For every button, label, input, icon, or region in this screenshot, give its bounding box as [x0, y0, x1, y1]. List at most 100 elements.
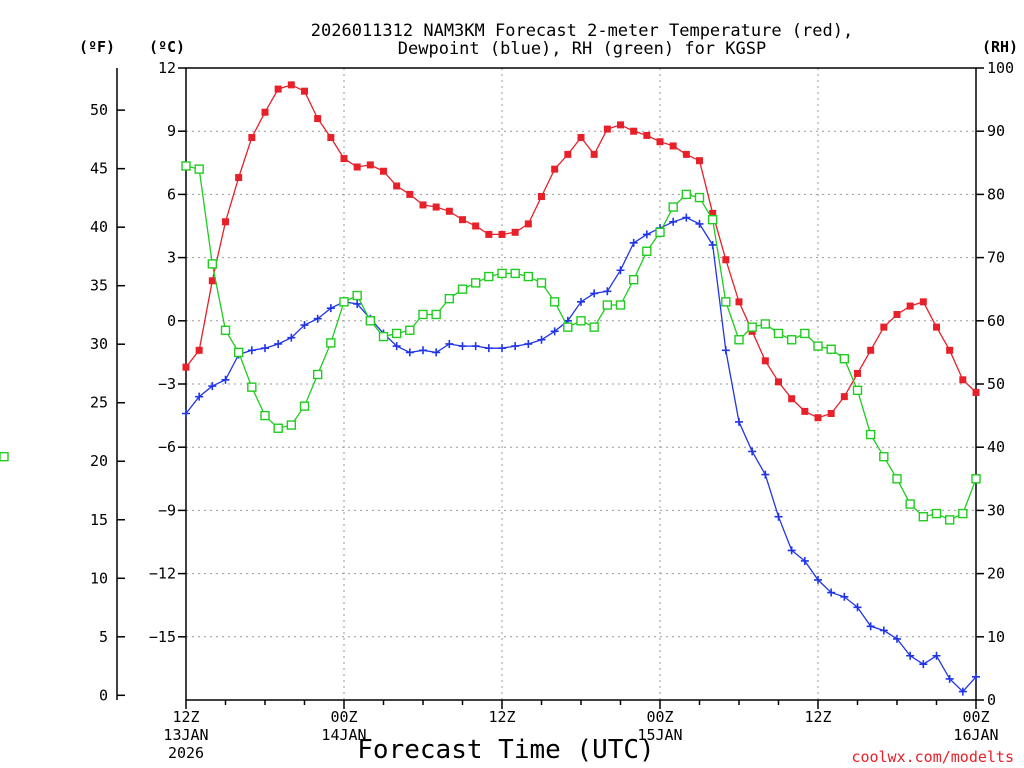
temperature-point: [867, 346, 875, 354]
rh-point: [233, 347, 244, 358]
temperature-point: [669, 142, 677, 150]
dewpoint-point: [748, 447, 757, 456]
rh-point: [523, 271, 534, 282]
rh-point: [852, 385, 863, 396]
temperature-point: [788, 395, 796, 403]
fahrenheit-tick-label: 10: [90, 569, 108, 587]
dewpoint-point: [945, 674, 954, 683]
celsius-tick-label: 6: [167, 185, 176, 203]
rh-tick-label: 80: [987, 185, 1005, 203]
rh-point: [405, 325, 415, 335]
x-axis-title: Forecast Time (UTC): [357, 735, 654, 765]
temperature-point: [538, 193, 545, 201]
temperature-point: [511, 228, 519, 236]
time-tick-label: 12Z: [488, 708, 515, 726]
dewpoint-point: [498, 344, 506, 353]
dewpoint-point: [247, 346, 256, 355]
temperature-point: [801, 407, 809, 415]
temperature-point: [551, 165, 559, 173]
rh-point: [576, 316, 586, 326]
rh-point: [773, 328, 784, 339]
temperature-point: [182, 363, 190, 371]
fahrenheit-tick-label: 5: [99, 628, 108, 646]
temperature-point: [432, 203, 440, 211]
fahrenheit-tick-label: 25: [90, 394, 108, 412]
temperature-point: [301, 87, 308, 95]
temperature-point: [946, 346, 954, 354]
rh-point: [352, 290, 362, 301]
dewpoint-point: [432, 348, 441, 357]
temperature-point: [577, 134, 585, 142]
dewpoint-point: [353, 299, 362, 308]
dewpoint-point: [774, 512, 783, 521]
rh-point: [707, 214, 718, 225]
rh-point: [470, 278, 481, 288]
rh-point: [536, 278, 547, 288]
dewpoint-point: [471, 342, 480, 351]
rh-point: [181, 161, 191, 171]
celsius-tick-label: −15: [149, 628, 176, 646]
time-tick-label: 12Z: [804, 708, 831, 726]
rh-point: [273, 423, 283, 433]
rh-point: [813, 341, 823, 351]
rh-tick-label: 30: [987, 501, 1005, 519]
rh-point: [286, 420, 297, 430]
rh-point: [668, 202, 678, 212]
dewpoint-point: [458, 342, 467, 351]
temperature-point: [485, 230, 493, 238]
dewpoint-point: [695, 219, 704, 228]
rh-point: [220, 325, 231, 335]
celsius-tick-label: 12: [158, 59, 176, 77]
temperature-point: [564, 150, 572, 158]
dewpoint-point: [906, 651, 915, 660]
time-tick-label: 13JAN: [163, 726, 208, 744]
rh-tick-label: 20: [987, 565, 1005, 583]
time-tick-label: 00Z: [646, 708, 673, 726]
temperature-point: [972, 388, 980, 396]
temperature-point: [406, 190, 414, 198]
rh-point: [694, 192, 705, 203]
rh-point: [839, 354, 850, 364]
temperature-point: [590, 150, 598, 158]
temperature-point: [261, 108, 269, 116]
rh-point: [642, 246, 652, 256]
temperature-point: [445, 207, 453, 215]
temperature-point: [775, 378, 782, 386]
time-tick-label: 00Z: [330, 708, 357, 726]
rh-series: [0, 161, 981, 525]
temperature-point: [380, 167, 387, 175]
fahrenheit-tick-label: 0: [99, 686, 108, 704]
time-tick-label: 14JAN: [321, 726, 366, 744]
dewpoint-point: [603, 287, 612, 296]
chart-title-line-2: Dewpoint (blue), RH (green) for KGSP: [398, 39, 766, 59]
rh-tick-label: 100: [987, 59, 1014, 77]
dewpoint-point: [326, 304, 335, 313]
dewpoint-point: [274, 339, 283, 348]
rh-point: [944, 515, 955, 525]
temperature-point: [880, 323, 888, 331]
temperature-series: [182, 81, 980, 422]
celsius-unit-label: (ºC): [149, 38, 185, 56]
celsius-tick-label: −3: [158, 375, 176, 393]
rh-tick-label: 50: [987, 375, 1005, 393]
temperature-point: [419, 201, 427, 209]
dewpoint-point: [287, 333, 296, 342]
temperature-point: [630, 127, 638, 135]
dewpoint-point: [642, 230, 651, 239]
celsius-tick-label: −9: [158, 501, 176, 519]
dewpoint-point: [445, 339, 454, 348]
temperature-point: [827, 409, 835, 417]
rh-tick-label: 0: [987, 691, 996, 709]
dewpoint-point: [853, 603, 862, 612]
rh-point: [615, 300, 626, 310]
rh-point: [958, 508, 968, 519]
dewpoint-point: [577, 297, 585, 306]
dewpoint-point: [261, 344, 269, 353]
temperature-point: [617, 121, 624, 129]
fahrenheit-tick-label: 15: [90, 511, 108, 529]
rh-point: [826, 344, 836, 354]
time-tick-label: 12Z: [172, 708, 199, 726]
fahrenheit-tick-label: 50: [90, 101, 108, 119]
